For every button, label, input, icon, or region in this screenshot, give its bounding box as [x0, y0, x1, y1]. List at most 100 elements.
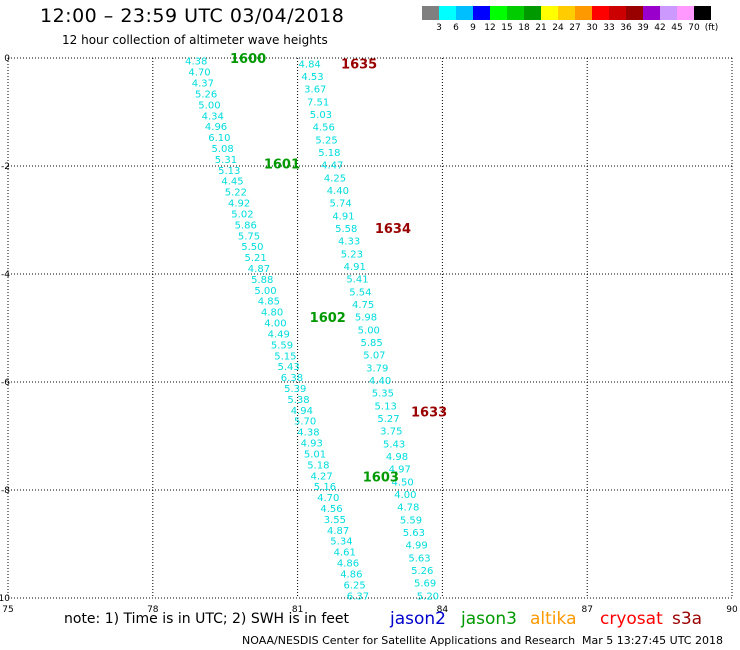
legend-altika: altika [530, 609, 577, 629]
wave-height-label: 3.55 [324, 515, 346, 526]
legend-s3a: s3a [672, 609, 703, 629]
pass-label: 1634 [375, 222, 411, 237]
wave-height-label: 5.69 [414, 579, 436, 590]
color-legend-label: 12 [484, 23, 496, 33]
wave-height-label: 6.38 [281, 373, 303, 384]
wave-height-label: 5.00 [198, 100, 220, 111]
wave-height-label: 4.56 [313, 123, 335, 134]
wave-height-label: 3.67 [304, 85, 326, 96]
color-legend-label: 6 [453, 23, 459, 33]
wave-height-label: 5.18 [318, 148, 340, 159]
wave-height-label: 5.38 [287, 395, 309, 406]
color-swatch [456, 6, 473, 20]
wave-height-label: 6.37 [347, 591, 369, 602]
wave-height-label: 4.98 [386, 452, 408, 463]
wave-height-label: 4.45 [221, 177, 243, 188]
color-legend-label: 3 [436, 23, 442, 33]
wave-height-label: 5.13 [375, 401, 397, 412]
wave-height-label: 4.38 [297, 428, 319, 439]
color-legend-label: 36 [620, 23, 632, 33]
wave-height-label: 5.63 [408, 553, 430, 564]
wave-height-label: 5.74 [330, 199, 352, 210]
color-legend-label: 21 [535, 23, 547, 33]
x-tick-label: 90 [726, 605, 738, 615]
color-legend-unit: (ft) [704, 23, 719, 33]
wave-height-label: 5.20 [417, 591, 439, 602]
color-swatch [694, 6, 711, 20]
wave-height-label: 4.33 [338, 237, 360, 248]
color-legend-label: 18 [518, 23, 530, 33]
wave-height-label: 5.39 [284, 384, 306, 395]
wave-height-label: 4.40 [327, 186, 349, 197]
color-swatch [643, 6, 660, 20]
y-tick-label: -6 [1, 378, 10, 388]
color-legend-label: 45 [671, 23, 683, 33]
pass-label: 1633 [411, 406, 447, 421]
wave-height-label: 4.97 [389, 465, 411, 476]
wave-height-label: 5.70 [294, 417, 316, 428]
chart-title: 12:00 – 23:59 UTC 03/04/2018 [40, 5, 345, 27]
wave-height-label: 4.91 [344, 262, 366, 273]
x-tick-label: 81 [292, 605, 303, 615]
wave-height-label: 4.84 [299, 59, 321, 70]
wave-height-label: 5.88 [251, 275, 273, 286]
wave-height-label: 4.47 [321, 161, 343, 172]
wave-height-label: 4.91 [332, 211, 354, 222]
wave-height-label: 5.58 [335, 224, 357, 235]
pass-label: 1635 [341, 57, 377, 72]
wave-height-label: 5.03 [310, 110, 332, 121]
color-swatch [677, 6, 694, 20]
wave-height-label: 6.10 [208, 133, 230, 144]
wave-height-label: 5.08 [212, 144, 234, 155]
wave-height-label: 5.54 [349, 287, 371, 298]
color-swatch [558, 6, 575, 20]
wave-height-label: 4.38 [185, 57, 207, 68]
wave-height-label: 5.21 [245, 253, 267, 264]
wave-height-label: 5.25 [315, 135, 337, 146]
wave-height-label: 4.99 [406, 541, 428, 552]
color-swatch [626, 6, 643, 20]
color-swatch [541, 6, 558, 20]
color-swatch [422, 6, 439, 20]
wave-height-label: 4.50 [391, 477, 413, 488]
wave-height-label: 4.94 [291, 406, 313, 417]
wave-height-label: 4.49 [268, 329, 290, 340]
color-legend-label: 24 [552, 23, 564, 33]
wave-height-label: 5.31 [215, 155, 237, 166]
wave-height-label: 4.86 [340, 569, 362, 580]
wave-height-label: 5.27 [377, 414, 399, 425]
color-swatch [473, 6, 490, 20]
wave-height-label: 5.00 [254, 286, 276, 297]
wave-height-label: 4.93 [301, 439, 323, 450]
wave-height-label: 4.78 [397, 503, 419, 514]
pass-label: 1600 [230, 52, 266, 67]
wave-height-label: 5.26 [195, 89, 217, 100]
color-swatch [575, 6, 592, 20]
wave-height-label: 5.18 [307, 460, 329, 471]
wave-height-label: 5.16 [314, 482, 336, 493]
wave-height-label: 4.27 [311, 471, 333, 482]
color-legend-label: 70 [688, 23, 700, 33]
wave-height-label: 5.59 [271, 340, 293, 351]
wave-height-label: 5.13 [218, 166, 240, 177]
generated-timestamp: Mar 5 13:27:45 UTC 2018 [582, 634, 723, 647]
color-swatch [507, 6, 524, 20]
color-swatch [490, 6, 507, 20]
color-legend-label: 42 [654, 23, 666, 33]
wave-height-label: 5.22 [225, 188, 247, 199]
wave-height-label: 4.56 [320, 504, 342, 515]
wave-height-label: 4.53 [301, 72, 323, 83]
wave-height-label: 4.61 [334, 548, 356, 559]
wave-height-label: 4.96 [205, 122, 227, 133]
legend-jason3: jason3 [461, 609, 517, 629]
x-tick-label: 87 [581, 605, 592, 615]
color-legend-label: 39 [637, 23, 649, 33]
wave-height-label: 3.79 [366, 363, 388, 374]
wave-height-label: 5.41 [346, 275, 368, 286]
color-swatch [439, 6, 456, 20]
wave-height-label: 5.63 [403, 528, 425, 539]
wave-height-label: 5.01 [304, 449, 326, 460]
wave-height-label: 4.34 [202, 111, 224, 122]
color-legend-label: 15 [501, 23, 513, 33]
